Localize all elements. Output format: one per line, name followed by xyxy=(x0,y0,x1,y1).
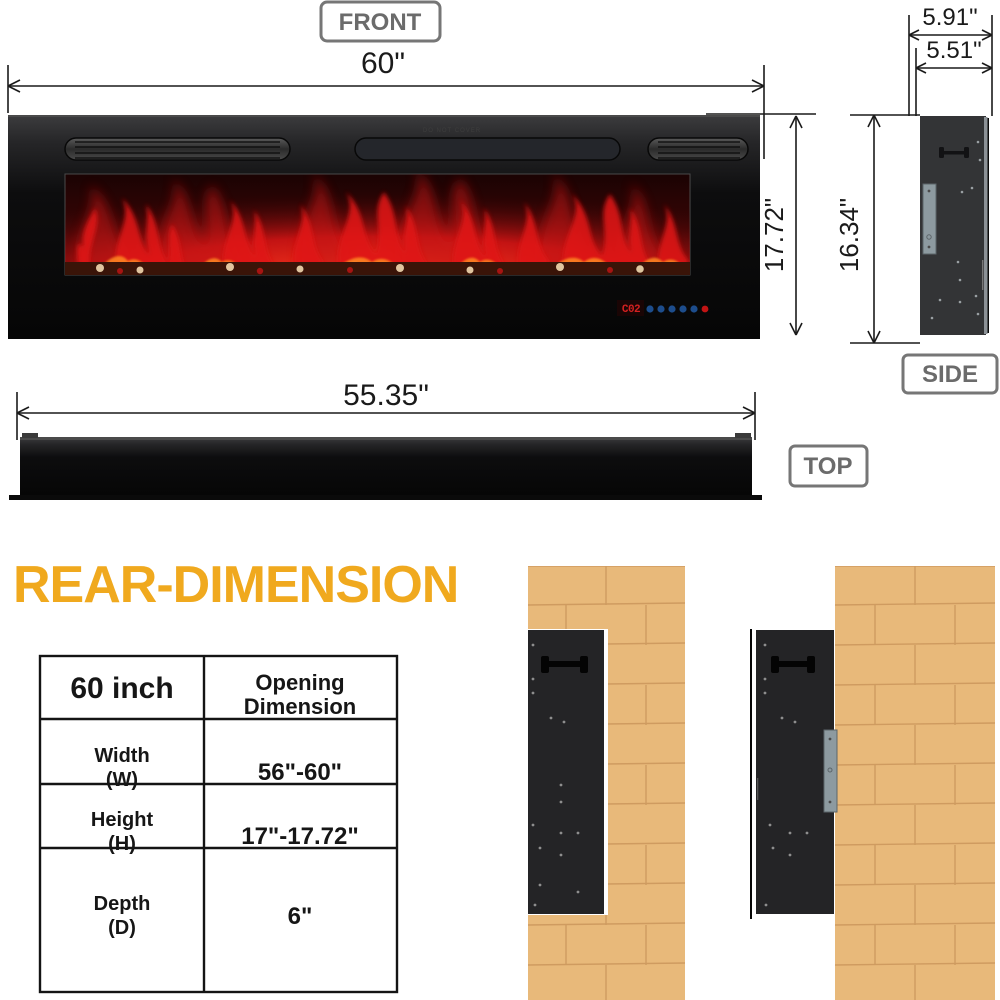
svg-text:(D): (D) xyxy=(108,917,136,939)
svg-text:(H): (H) xyxy=(108,833,136,855)
svg-text:6": 6" xyxy=(288,903,313,930)
svg-text:60 inch: 60 inch xyxy=(70,672,173,705)
svg-text:Depth: Depth xyxy=(94,893,151,915)
svg-text:5.51": 5.51" xyxy=(926,37,981,64)
svg-text:17.72": 17.72" xyxy=(759,198,789,272)
svg-text:Height: Height xyxy=(91,809,154,831)
svg-text:REAR-DIMENSION: REAR-DIMENSION xyxy=(13,556,458,614)
svg-text:16.34": 16.34" xyxy=(834,198,864,272)
svg-text:17"-17.72": 17"-17.72" xyxy=(241,823,359,850)
svg-text:FRONT: FRONT xyxy=(339,9,422,36)
svg-text:C02: C02 xyxy=(622,304,640,316)
svg-text:56"-60": 56"-60" xyxy=(258,759,342,786)
svg-text:(W): (W) xyxy=(106,769,138,791)
svg-text:60": 60" xyxy=(361,47,405,80)
svg-text:TOP: TOP xyxy=(804,453,853,480)
svg-text:55.35": 55.35" xyxy=(343,379,429,412)
svg-text:Opening: Opening xyxy=(255,670,344,695)
svg-text:Dimension: Dimension xyxy=(244,694,356,719)
svg-text:Width: Width xyxy=(94,745,149,767)
svg-text:5.91": 5.91" xyxy=(922,4,977,31)
svg-text:SIDE: SIDE xyxy=(922,361,978,388)
svg-text:DO NOT COVER: DO NOT COVER xyxy=(423,128,481,134)
